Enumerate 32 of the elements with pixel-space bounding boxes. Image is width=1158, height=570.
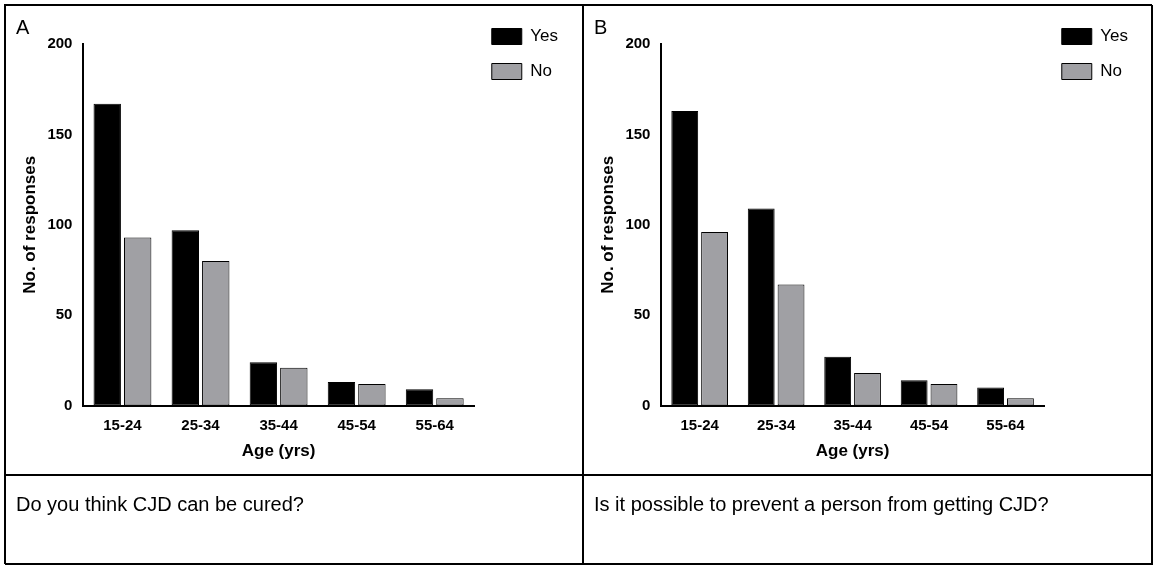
y-tick-label: 100 <box>625 214 651 232</box>
x-tick-label: 55-64 <box>415 415 455 433</box>
x-tick-label: 25-34 <box>181 415 221 433</box>
y-tick-label: 0 <box>642 395 651 413</box>
legend-label: No <box>1100 61 1122 81</box>
y-tick-label: 150 <box>625 124 651 142</box>
y-tick-label: 50 <box>633 305 651 323</box>
x-axis-title: Age (yrs) <box>815 441 890 461</box>
y-tick-label: 100 <box>47 214 73 232</box>
x-tick-label: 25-34 <box>756 415 796 433</box>
legend-label: Yes <box>530 26 558 46</box>
y-axis-title: No. of responses <box>19 155 39 294</box>
text: Is it possible to prevent a person from getting CJD? <box>593 492 1050 517</box>
chart-title: A <box>16 15 30 38</box>
y-tick-label: 200 <box>625 34 651 52</box>
y-tick-label: 150 <box>47 124 73 142</box>
y-axis-title: No. of responses <box>597 155 617 294</box>
x-tick-label: 35-44 <box>833 415 873 433</box>
x-axis-title: Age (yrs) <box>241 441 316 461</box>
legend-label: Yes <box>1100 26 1128 46</box>
y-tick-label: 0 <box>64 395 73 413</box>
text: Do you think CJD can be cured? <box>15 492 305 517</box>
x-tick-label: 15-24 <box>103 415 143 433</box>
x-tick-label: 45-54 <box>337 415 377 433</box>
chart-title: B <box>594 15 608 38</box>
x-tick-label: 15-24 <box>680 415 720 433</box>
y-tick-label: 50 <box>55 305 73 323</box>
x-tick-label: 45-54 <box>909 415 949 433</box>
y-tick-label: 200 <box>47 34 73 52</box>
x-tick-label: 35-44 <box>259 415 299 433</box>
legend-label: No <box>530 61 552 81</box>
x-tick-label: 55-64 <box>986 415 1026 433</box>
